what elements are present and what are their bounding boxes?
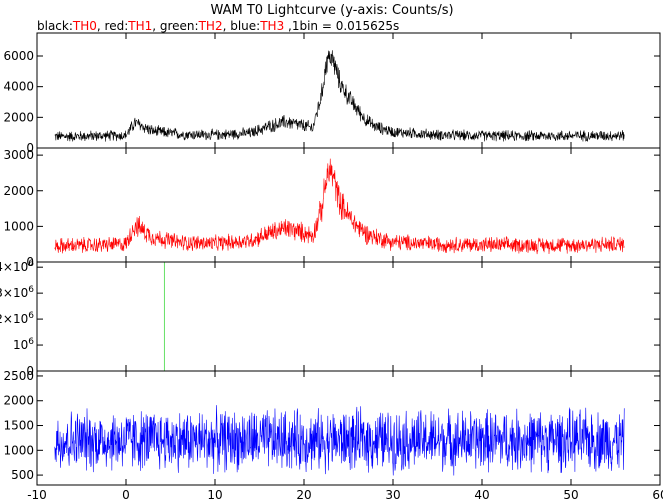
subtitle-part: TH3	[259, 19, 284, 33]
chart-title: WAM T0 Lightcurve (y-axis: Counts/s)	[210, 3, 453, 18]
panel-th1: 0 1000 2000 3000	[3, 147, 661, 269]
subtitle-part: , green:	[152, 19, 198, 33]
subtitle-part: TH0	[72, 19, 97, 33]
y-tick-label: 4×106	[0, 259, 34, 274]
x-axis-labels: -10 0 10 20 30 40 50 60	[27, 488, 663, 502]
y-tick-label: 2×106	[0, 311, 34, 326]
subtitle-part: TH1	[127, 19, 152, 33]
y-tick-label: 6000	[3, 49, 34, 63]
subtitle-part: ,1bin = 0.015625s	[284, 19, 399, 33]
y-tick-label: 106	[13, 337, 34, 352]
series-th1	[54, 158, 625, 255]
x-tick-label: 60	[652, 488, 663, 502]
x-tick-label: 50	[563, 488, 578, 502]
y-tick-label: 2000	[3, 110, 34, 124]
panel-th2: 0 106 2×106 3×106 4×106	[0, 259, 661, 378]
y-tick-label: 0	[26, 141, 34, 155]
x-tick-label: 20	[296, 488, 311, 502]
plot-area: 0200040006000010002000300001062×1063×106…	[0, 32, 663, 502]
panel-th0: 0 2000 4000 6000	[3, 32, 661, 155]
series-th0	[54, 50, 625, 142]
panel-th3: 500 1000 1500 2000 2500	[3, 369, 661, 486]
panel-frame	[36, 370, 661, 486]
y-tick-label: 4000	[3, 80, 34, 94]
y-tick-label: 2500	[3, 369, 34, 383]
series-th2	[54, 262, 625, 372]
x-tick-label: 10	[207, 488, 222, 502]
y-tick-label: 3×106	[0, 285, 34, 300]
y-tick-label: 3000	[3, 148, 34, 162]
y-tick-label: 1500	[3, 419, 34, 433]
x-tick-label: 40	[474, 488, 489, 502]
x-tick-label: 30	[385, 488, 400, 502]
chart-subtitle: black:TH0, red:TH1, green:TH2, blue:TH3 …	[37, 19, 399, 33]
subtitle-part: , red:	[97, 19, 128, 33]
y-tick-label: 2000	[3, 394, 34, 408]
x-tick-label: -10	[27, 488, 47, 502]
y-tick-label: 500	[11, 468, 34, 482]
panel-frame	[36, 32, 661, 149]
subtitle-part: , blue:	[223, 19, 261, 33]
y-tick-label: 1000	[3, 443, 34, 457]
subtitle-part: black:	[37, 19, 73, 33]
y-tick-label: 2000	[3, 184, 34, 198]
y-tick-label: 1000	[3, 219, 34, 233]
panel-frame	[36, 261, 661, 372]
series-th3	[54, 405, 625, 476]
subtitle-part: TH2	[198, 19, 223, 33]
x-tick-label: 0	[122, 488, 130, 502]
y-tick-label: 0	[26, 255, 34, 269]
y-tick-label: 0	[26, 364, 34, 378]
